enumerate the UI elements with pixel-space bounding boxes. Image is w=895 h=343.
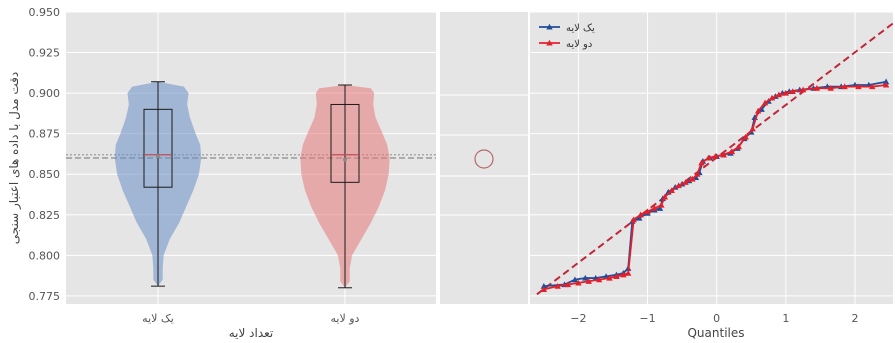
qq-legend: یک لایه دو لایه	[539, 23, 595, 50]
qq-point	[694, 171, 701, 177]
violin-y-tick-label: 0.950	[29, 6, 61, 19]
violin-box	[330, 103, 360, 183]
qq-series	[540, 78, 890, 292]
legend-marker-circle	[474, 149, 494, 169]
legend-marker	[546, 39, 553, 46]
qq-point	[882, 78, 890, 85]
qq-point	[869, 83, 876, 90]
qq-x-tick-labels: −2 −1 0 1 2	[570, 312, 858, 325]
qq-point	[656, 205, 664, 211]
violin-y-tick-label: 0.875	[29, 128, 61, 141]
qq-point	[585, 278, 592, 284]
qq-point	[668, 187, 675, 194]
legend-marker	[546, 23, 553, 30]
qq-x-tick-label: −1	[639, 312, 655, 325]
violin-y-tick-label: 0.825	[29, 209, 61, 222]
qq-point	[595, 276, 603, 283]
legend-label: دو لایه	[566, 39, 592, 50]
qq-point	[675, 182, 682, 189]
qq-point	[606, 274, 613, 281]
qq-point	[799, 86, 807, 93]
qq-point	[658, 201, 665, 208]
violin-x-tick-labels: یک لایه دو لایه	[142, 312, 359, 325]
violin-x-tick-label: یک لایه	[142, 312, 174, 325]
middle-panel-gridlines	[440, 94, 528, 216]
violins	[114, 81, 390, 289]
violin-x-axis-label: تعداد لایه	[229, 326, 274, 340]
qq-point	[644, 208, 651, 215]
qq-point	[564, 281, 572, 288]
qq-point	[728, 148, 736, 155]
qq-point	[768, 94, 776, 101]
qq-point	[575, 279, 582, 286]
violin-panel: 0.775 0.800 0.825 0.850 0.875 0.900 0.925 0.950…	[7, 6, 436, 340]
qq-point	[758, 106, 765, 112]
qq-x-axis-label: Quantiles	[687, 326, 744, 340]
violin-y-tick-label: 0.800	[29, 249, 61, 262]
qq-point	[754, 107, 762, 114]
qq-point	[855, 83, 862, 90]
violin-y-tick-label: 0.925	[29, 47, 61, 60]
qq-point	[749, 125, 756, 132]
qq-x-tick-label: 2	[851, 312, 858, 325]
violin-mean-marker	[156, 154, 160, 159]
legend-label: یک لایه	[566, 23, 595, 34]
qq-point	[698, 159, 705, 166]
qq-point	[735, 143, 743, 150]
qq-point	[540, 282, 548, 289]
qq-point	[712, 153, 719, 159]
qq-point	[827, 85, 834, 91]
qq-x-tick-label: 1	[782, 312, 789, 325]
qq-point	[882, 81, 890, 88]
qq-point	[613, 273, 620, 279]
qq-point	[782, 89, 790, 96]
qq-point	[620, 271, 627, 278]
qq-x-tick-label: −2	[570, 312, 586, 325]
qq-point	[637, 211, 644, 218]
qq-point	[720, 151, 727, 158]
qq-panel: −2 −1 0 1 2 Quantiles یک لایه دو لایه	[530, 11, 894, 340]
qq-point	[692, 174, 700, 181]
qq-point	[761, 99, 769, 106]
qq-point	[813, 85, 821, 91]
violin-y-axis-label: دقت مدل با داده های اعتبار سنجی	[7, 72, 22, 245]
qq-point	[705, 154, 712, 161]
violin-y-tick-label: 0.850	[29, 168, 61, 181]
violin-y-tick-label: 0.775	[29, 290, 61, 303]
qq-point	[661, 193, 669, 200]
qq-point	[540, 286, 548, 292]
qq-point	[742, 133, 749, 140]
violin-mean-marker	[343, 157, 347, 162]
qq-point	[571, 276, 579, 283]
qq-point	[624, 269, 632, 276]
qq-point	[554, 282, 561, 289]
middle-panel-area	[440, 12, 528, 304]
qq-point	[789, 88, 796, 95]
violin-y-tick-label: 0.900	[29, 87, 61, 100]
qq-point	[636, 214, 643, 221]
qq-point	[682, 179, 689, 185]
qq-point	[651, 205, 658, 211]
qq-point	[689, 175, 696, 182]
violin-y-tick-labels: 0.775 0.800 0.825 0.850 0.875 0.900 0.925 0.950	[29, 6, 61, 303]
middle-panel	[440, 12, 528, 304]
qq-point	[630, 216, 637, 223]
qq-point	[582, 274, 589, 281]
qq-point	[841, 83, 848, 90]
violin-box	[143, 108, 173, 188]
qq-point	[775, 91, 783, 98]
violin-x-tick-label: دو لایه	[331, 312, 360, 325]
qq-x-tick-label: 0	[713, 312, 720, 325]
